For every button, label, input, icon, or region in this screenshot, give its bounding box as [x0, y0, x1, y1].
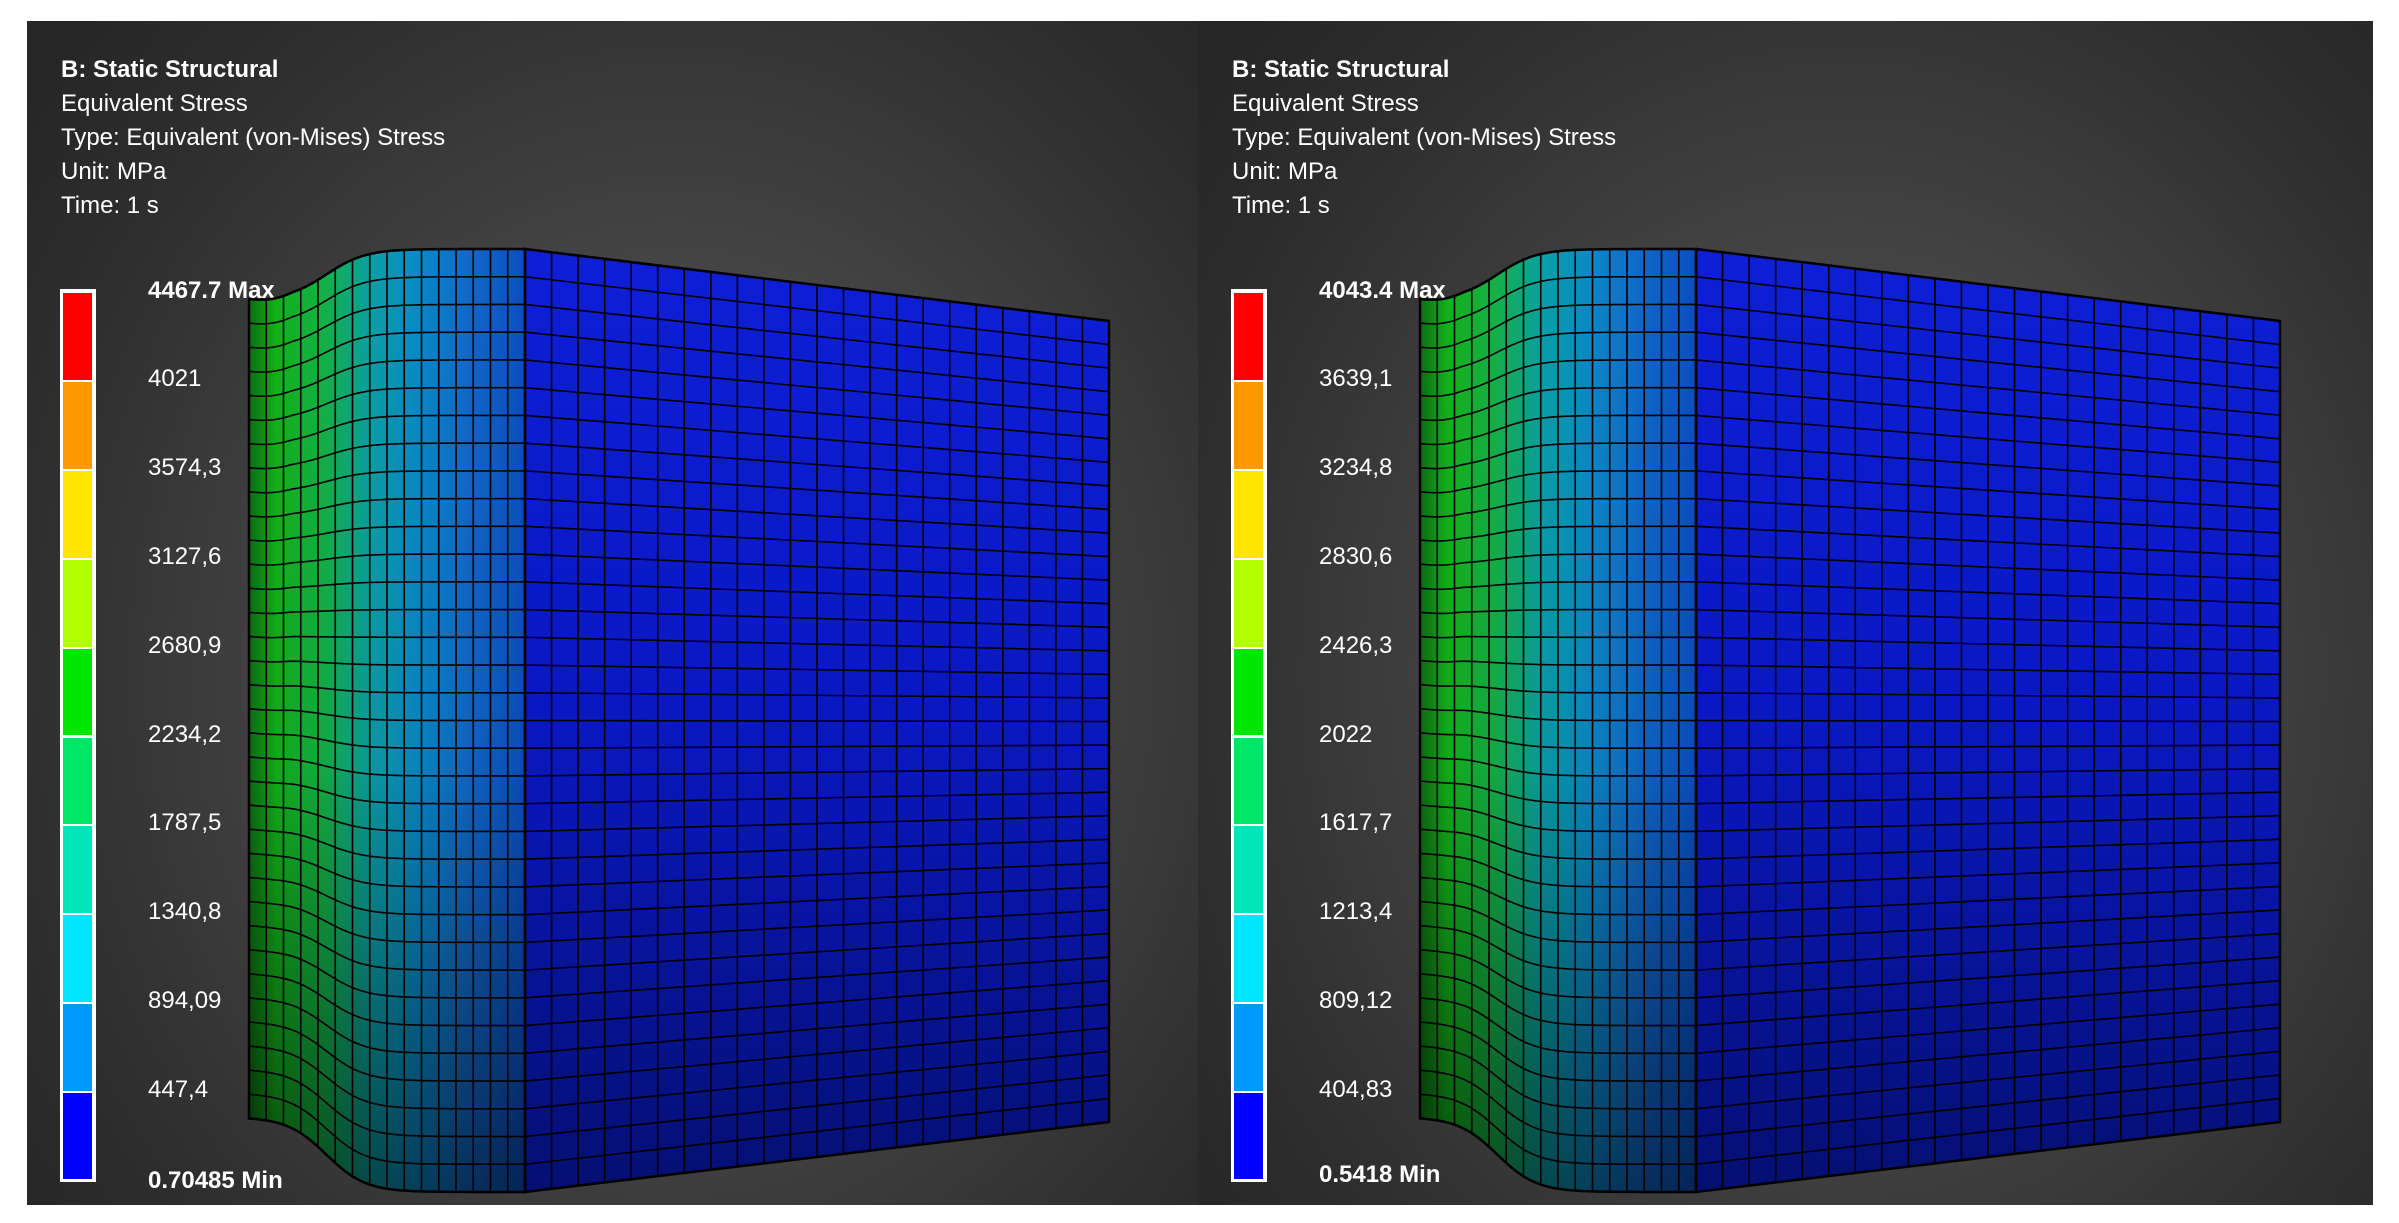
- legend-tick-label: 1787,5: [148, 809, 222, 836]
- legend-tick-label: 2426,3: [1319, 632, 1393, 659]
- stress-contour-model[interactable]: [27, 21, 1200, 1205]
- model-outline: [523, 247, 1111, 1194]
- legend-tick-label: 3639,1: [1319, 365, 1393, 392]
- result-viewport-right[interactable]: B: Static Structural Equivalent Stress T…: [1198, 21, 2373, 1205]
- legend-tick-label: 809,12: [1319, 987, 1393, 1014]
- legend-tick-label: 447,4: [148, 1076, 209, 1103]
- result-info-block: B: Static Structural Equivalent Stress T…: [61, 53, 445, 223]
- legend-color-band: [1231, 1091, 1265, 1182]
- analysis-title: B: Static Structural: [61, 56, 279, 83]
- legend-tick-label: 404,83: [1319, 1076, 1393, 1103]
- model-outline: [1694, 247, 2282, 1194]
- legend-tick-label: 894,09: [148, 987, 222, 1014]
- result-name: Equivalent Stress: [61, 90, 248, 117]
- result-unit: Unit: MPa: [61, 158, 167, 185]
- result-viewport-left[interactable]: B: Static Structural Equivalent Stress T…: [27, 21, 1200, 1205]
- legend-frame: [60, 289, 96, 1182]
- legend-frame: [1231, 289, 1267, 1182]
- legend-min-label: 0.5418 Min: [1319, 1161, 1441, 1188]
- analysis-title: B: Static Structural: [1232, 56, 1450, 83]
- legend-min-label: 0.70485 Min: [148, 1167, 283, 1194]
- result-time: Time: 1 s: [1232, 192, 1330, 219]
- legend-tick-label: 1340,8: [148, 898, 222, 925]
- result-type: Type: Equivalent (von-Mises) Stress: [61, 124, 446, 151]
- stress-contour-model[interactable]: [1198, 21, 2373, 1205]
- legend-tick-label: 3127,6: [148, 543, 222, 570]
- legend-tick-label: 2830,6: [1319, 543, 1393, 570]
- legend-tick-label: 3234,8: [1319, 454, 1393, 481]
- legend-tick-label: 1213,4: [1319, 898, 1393, 925]
- result-info-block: B: Static Structural Equivalent Stress T…: [1232, 53, 1616, 223]
- legend-tick-label: 1617,7: [1319, 809, 1393, 836]
- legend-tick-label: 2234,2: [148, 721, 222, 748]
- result-time: Time: 1 s: [61, 192, 159, 219]
- result-name: Equivalent Stress: [1232, 90, 1419, 117]
- legend-tick-label: 3574,3: [148, 454, 222, 481]
- result-type: Type: Equivalent (von-Mises) Stress: [1232, 124, 1617, 151]
- legend-tick-label: 4021: [148, 365, 202, 392]
- legend-tick-label: 2680,9: [148, 632, 222, 659]
- mesh-grid: [248, 248, 1110, 1193]
- legend-tick-label: 2022: [1319, 721, 1373, 748]
- result-unit: Unit: MPa: [1232, 158, 1338, 185]
